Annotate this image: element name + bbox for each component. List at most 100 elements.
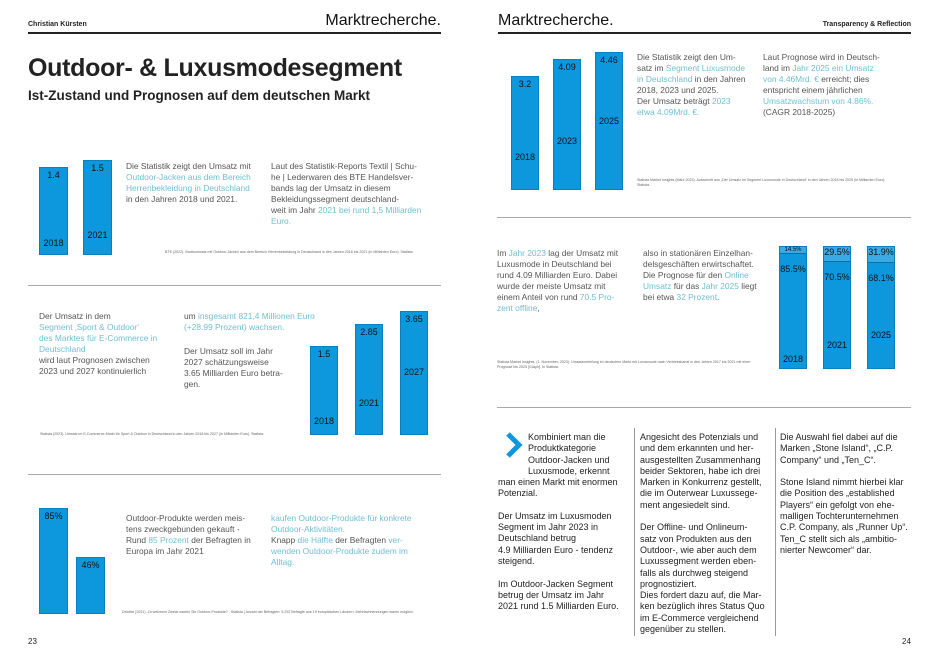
r-section3-col1: man einen Markt mit enormen Potenzial. D… — [498, 477, 619, 612]
bar: 2.85 2021 — [355, 324, 383, 435]
bar: 1.5 2018 — [310, 346, 338, 435]
author-name: Christian Kürsten — [28, 21, 87, 28]
r-section1-text-col1: Die Statistik zeigt den Um- satz im Segm… — [637, 52, 746, 118]
header-title: Marktrecherche. — [325, 12, 441, 29]
text-run: der Befragten — [332, 535, 389, 545]
header-title-right: Marktrecherche. — [498, 12, 614, 29]
chart-outdoor-jacken: 1.4 2018 1.5 2021 — [39, 150, 112, 255]
bar: 4.09 2023 — [553, 59, 581, 190]
highlight-text: Jahr 2025 — [701, 281, 739, 291]
data-label: 85% — [44, 510, 63, 521]
chart-sport-outdoor-ecommerce: 1.5 2018 2.85 2021 3.65 2027 — [310, 300, 428, 435]
chart-luxusmode-vertriebskanal: 14.5% 85.5% 2018 29.5% 70.5% 2021 31.9% 68.1% 20… — [779, 246, 895, 369]
text-run: Der Umsatz soll im Jahr 2027 schätzungsw… — [184, 346, 283, 389]
column-divider — [634, 428, 635, 636]
section2-text-col1: Der Umsatz in dem Segment ‚Sport & Outdo… — [39, 311, 157, 377]
text-run: für das — [671, 281, 702, 291]
text-run: der Befragten in Europa im Jahr 2021 — [126, 535, 251, 556]
page-subtitle: Ist-Zustand und Prognosen auf dem deutsc… — [28, 88, 371, 103]
highlight-text: insgesamt 821,4 Millionen Euro (+28.99 P… — [184, 311, 315, 332]
text-run: liegt bei etwa — [643, 281, 757, 302]
chart-luxusmode-umsatz: 3.2 2018 4.09 2023 4.46 2025 — [511, 40, 623, 190]
bar-segment-online: 14.5% — [780, 247, 806, 255]
text-run: Im — [497, 248, 509, 258]
category-label: 2021 — [358, 398, 380, 408]
text-run: in den Jahren 2018, 2023 und 2025. Der U… — [637, 74, 746, 106]
highlight-text: Online Umsatz — [643, 270, 749, 291]
divider — [497, 407, 911, 408]
text-run: lag der Umsatz mit Luxusmode in Deutschl… — [497, 248, 619, 302]
text-run: Knapp — [271, 535, 296, 545]
bar-segment-online: 29.5% — [824, 247, 850, 262]
text-run: (CAGR 2018-2025) — [763, 107, 836, 117]
category-label: 2023 — [556, 136, 578, 146]
text-run: also in stationären Einzelhan- delsgesch… — [643, 248, 754, 280]
text-run: Der Umsatz in dem — [39, 311, 111, 321]
text-run: , — [537, 303, 540, 313]
highlight-text: 2023 etwa 4.09Mrd. €. — [637, 96, 731, 117]
category-label: 2021 — [87, 230, 108, 240]
text-run: Laut des Statistik-Reports Textil | Schu… — [271, 161, 417, 215]
chart-outdoor-usage: 85% 46% — [39, 500, 105, 614]
divider — [497, 217, 911, 218]
data-label: 31.9% — [868, 247, 894, 257]
highlight-text: Jahr 2023 — [508, 248, 546, 258]
divider — [28, 285, 441, 286]
r-section2-text-col1: Im Jahr 2023 lag der Umsatz mit Luxusmod… — [497, 248, 618, 314]
category-label: 2021 — [826, 340, 848, 350]
column-divider — [775, 428, 776, 636]
category-label: 2027 — [403, 367, 425, 377]
highlight-text: Segment Luxusmode in Deutschland — [637, 63, 746, 84]
r-section1-source: Statista Market Insights (März 2023). Au… — [637, 178, 886, 187]
text-run: . — [717, 292, 720, 302]
header-tagline: Transparency & Reflection — [822, 21, 911, 28]
bar: 31.9% 68.1% 2025 — [867, 246, 895, 369]
bar: 3.65 2027 — [400, 311, 428, 435]
bar: 3.2 2018 — [511, 76, 539, 190]
bar: 46% — [76, 556, 105, 614]
text-run: Outdoor-Produkte werden meis- tens zweck… — [126, 513, 246, 545]
category-label: 2025 — [598, 116, 620, 126]
data-label: 46% — [81, 559, 100, 570]
category-label: 2025 — [870, 330, 892, 340]
r-section1-text-col2: Laut Prognose wird in Deutsch- land im J… — [763, 52, 880, 118]
data-label: 85.5% — [780, 264, 806, 275]
bar: 1.5 2021 — [83, 160, 112, 255]
header-rule-right — [498, 32, 911, 34]
bar: 1.4 2018 — [39, 167, 68, 255]
r-section3-intro: Kombiniert man die Produktkategorie Outd… — [528, 432, 610, 476]
text-run: Laut Prognose wird in Deutsch- land im — [763, 52, 880, 73]
category-label: 2018 — [514, 152, 536, 162]
category-label: 2018 — [313, 416, 335, 426]
data-label: 1.5 — [317, 349, 331, 359]
text-run: erreicht; dies entspricht einem jährlich… — [763, 74, 870, 95]
highlight-text: die Hälfte — [297, 535, 333, 545]
bar: 14.5% 85.5% 2018 — [779, 246, 807, 369]
r-section2-source: Statista Market Insights. (1. November, … — [497, 360, 751, 369]
data-label: 4.46 — [600, 55, 618, 65]
section1-source: BTE (2022). Bruttoumsatz mit Outdoor-Jac… — [165, 250, 414, 254]
bar: 85% — [39, 507, 68, 614]
section3-text-col2: kaufen Outdoor-Produkte für konkrete Out… — [271, 513, 412, 568]
highlight-text: ver- wenden Outdoor-Produkte zudem im Al… — [271, 535, 408, 567]
section3-source: Deloitte (2021). Zu welchem Zweck kaufen… — [122, 610, 414, 614]
highlight-text: 85 Prozent — [148, 535, 189, 545]
section2-source: Statista (2023). Umsatz im E-Commerce-Ma… — [40, 432, 265, 436]
data-label: 29.5% — [824, 247, 850, 257]
bar: 4.46 2025 — [595, 52, 623, 190]
data-label: 70.5% — [824, 271, 850, 282]
highlight-text: Umsatzwachstum von 4.86%. — [763, 96, 874, 106]
text-run: Die Statistik zeigt den Um- satz im — [637, 52, 736, 73]
highlight-text: kaufen Outdoor-Produkte für konkrete Out… — [271, 513, 412, 534]
bar-segment-online: 31.9% — [868, 247, 894, 263]
highlight-text: Outdoor-Jacken aus dem Bereich Herrenbek… — [126, 172, 251, 193]
category-label: 2018 — [43, 238, 64, 248]
header-rule — [28, 32, 441, 34]
data-label: 2.85 — [360, 327, 378, 338]
highlight-text: Segment ‚Sport & Outdoor‘ des Marktes fü… — [39, 322, 158, 354]
data-label: 1.4 — [47, 170, 60, 180]
divider — [28, 474, 441, 475]
category-label: 2018 — [782, 354, 804, 364]
section2-text-col2b: Der Umsatz soll im Jahr 2027 schätzungsw… — [184, 346, 283, 390]
data-label: 14.5% — [784, 247, 802, 253]
